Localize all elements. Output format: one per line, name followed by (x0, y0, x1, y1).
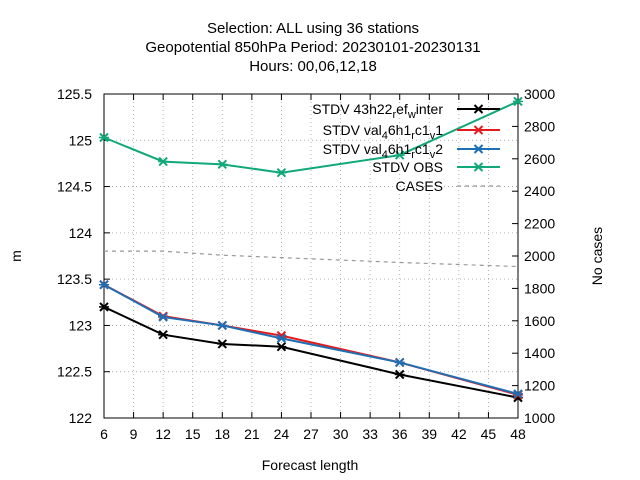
title-line-1: Selection: ALL using 36 stations (207, 20, 419, 37)
y2-tick-label: 1000 (524, 410, 555, 426)
y2-tick-label: 1600 (524, 313, 555, 329)
x-axis-label: Forecast length (262, 457, 359, 473)
series-layer (99, 96, 523, 403)
x-tick-label: 33 (362, 426, 378, 442)
x-tick-label: 21 (244, 426, 260, 442)
x-tick-label: 48 (510, 426, 526, 442)
x-tick-label: 15 (185, 426, 201, 442)
y-tick-label: 122.5 (57, 364, 92, 380)
y2-tick-label: 2200 (524, 216, 555, 232)
y-tick-label: 123.5 (57, 271, 92, 287)
series-line-cases (104, 250, 519, 268)
y2-tick-label: 3000 (524, 86, 555, 102)
series-line-stdv-43h22-ref-winter (103, 306, 519, 399)
x-tick-label: 42 (451, 426, 467, 442)
y2-axis-label: No cases (589, 227, 605, 285)
y-tick-label: 124.5 (57, 179, 92, 195)
x-tick-label: 45 (481, 426, 497, 442)
title-line-2: Geopotential 850hPa Period: 20230101-202… (145, 39, 480, 56)
y-tick-label: 125 (69, 132, 93, 148)
y2-tick-label: 1800 (524, 280, 555, 296)
legend-label-stdv-val-46h1-rc1-v1: STDV val46h1rc1v1 (323, 122, 444, 142)
y2-tick-label: 2000 (524, 248, 555, 264)
x-tick-label: 30 (333, 426, 349, 442)
y2-tick-label: 2400 (524, 183, 555, 199)
legend-label-cases: CASES (396, 178, 443, 194)
x-tick-label: 39 (421, 426, 437, 442)
series-line-stdv-obs (103, 100, 519, 174)
grid (104, 94, 518, 418)
x-tick-label: 27 (303, 426, 319, 442)
y-tick-label: 125.5 (57, 86, 92, 102)
series-stdv-obs (99, 96, 523, 178)
legend-label-stdv-obs: STDV OBS (372, 159, 443, 175)
legend-label-stdv-43h22-ref-winter: STDV 43h22refwinter (312, 101, 443, 121)
series-line-stdv-val-46h1-rc1-v2 (103, 283, 519, 395)
chart-title: Selection: ALL using 36 stations Geopote… (145, 20, 480, 75)
x-tick-label: 12 (155, 426, 171, 442)
x-tick-label: 36 (392, 426, 408, 442)
x-tick-label: 9 (130, 426, 138, 442)
y-tick-label: 124 (69, 225, 93, 241)
legend-label-stdv-val-46h1-rc1-v2: STDV val46h1rc1v2 (323, 141, 444, 161)
series-cases (104, 250, 519, 268)
series-stdv-val-46h1-rc1-v2 (99, 279, 523, 399)
series-stdv-43h22-ref-winter (99, 302, 523, 403)
y2-tick-label: 1200 (524, 378, 555, 394)
title-line-3: Hours: 00,06,12,18 (249, 58, 377, 75)
y2-tick-label: 2800 (524, 118, 555, 134)
axes: 6 9 12 15 18 21 24 27 30 33 36 39 42 45 48 122 122.5 123 1… (57, 86, 555, 442)
y2-tick-label: 2600 (524, 151, 555, 167)
y-axis-label: m (8, 250, 24, 262)
x-tick-label: 6 (100, 426, 108, 442)
x-tick-label: 18 (214, 426, 230, 442)
y2-tick-label: 1400 (524, 345, 555, 361)
x-tick-label: 24 (274, 426, 290, 442)
y-tick-label: 122 (69, 410, 93, 426)
y-tick-label: 123 (69, 317, 93, 333)
